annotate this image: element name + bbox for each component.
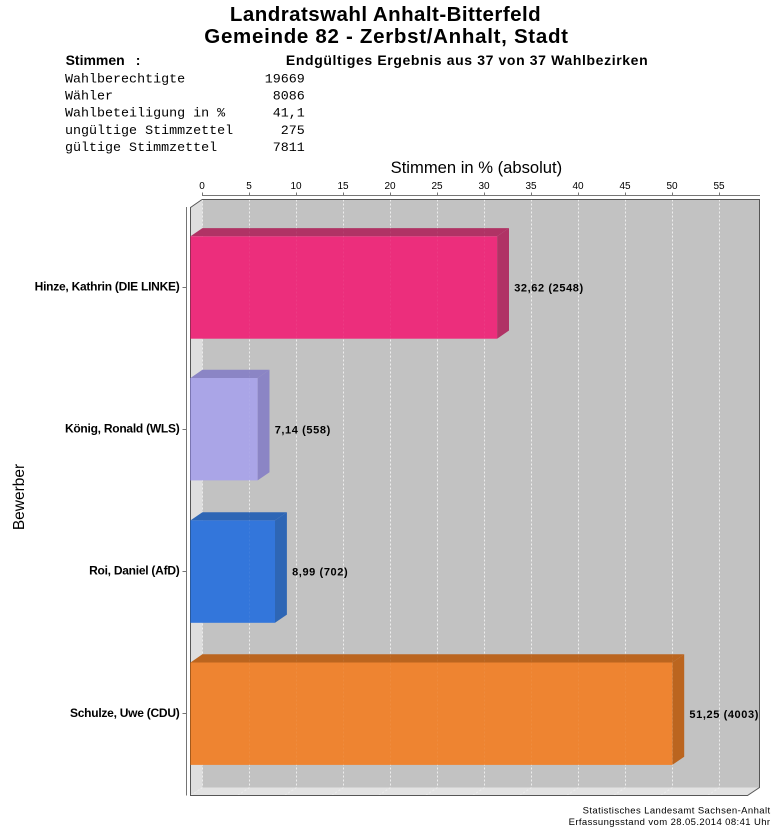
svg-text:8086: 8086 <box>273 90 305 105</box>
svg-text:25: 25 <box>431 181 443 192</box>
svg-text:0: 0 <box>199 181 205 192</box>
svg-text:Statistisches Landesamt Sachse: Statistisches Landesamt Sachsen-Anhalt <box>583 806 771 817</box>
svg-text:Roi, Daniel (AfD): Roi, Daniel (AfD) <box>89 564 180 578</box>
svg-text:Endgültiges Ergebnis aus 37 vo: Endgültiges Ergebnis aus 37 von 37 Wahlb… <box>286 52 648 68</box>
svg-text:32,62 (2548): 32,62 (2548) <box>514 283 584 295</box>
svg-text:7,14 (558): 7,14 (558) <box>275 424 331 436</box>
svg-text:Bewerber: Bewerber <box>11 464 28 530</box>
svg-text:Erfassungsstand vom 28.05.2014: Erfassungsstand vom 28.05.2014 08:41 Uhr <box>569 817 771 828</box>
svg-text:7811: 7811 <box>273 141 305 156</box>
svg-text:40: 40 <box>572 181 584 192</box>
svg-text:10: 10 <box>290 181 302 192</box>
svg-text:Hinze, Kathrin (DIE LINKE): Hinze, Kathrin (DIE LINKE) <box>35 280 180 294</box>
svg-text:35: 35 <box>525 181 537 192</box>
svg-text:8,99 (702): 8,99 (702) <box>292 567 348 579</box>
svg-text:19669: 19669 <box>265 72 305 87</box>
svg-text::: : <box>136 52 141 68</box>
svg-text:51,25 (4003): 51,25 (4003) <box>689 709 759 721</box>
svg-text:50: 50 <box>666 181 678 192</box>
svg-text:15: 15 <box>337 181 349 192</box>
svg-text:Gemeinde 82 - Zerbst/Anhalt, S: Gemeinde 82 - Zerbst/Anhalt, Stadt <box>204 25 568 48</box>
svg-text:30: 30 <box>478 181 490 192</box>
svg-text:Wahlbeteiligung in %: Wahlbeteiligung in % <box>65 107 226 122</box>
svg-text:ungültige Stimmzettel: ungültige Stimmzettel <box>65 124 233 139</box>
svg-text:Stimmen in % (absolut): Stimmen in % (absolut) <box>391 158 563 177</box>
svg-text:20: 20 <box>384 181 396 192</box>
svg-text:275: 275 <box>281 124 305 139</box>
svg-text:41,1: 41,1 <box>273 107 305 122</box>
svg-text:55: 55 <box>713 181 725 192</box>
svg-text:Schulze, Uwe (CDU): Schulze, Uwe (CDU) <box>70 706 180 720</box>
svg-text:Wahlberechtigte: Wahlberechtigte <box>65 72 185 87</box>
svg-text:45: 45 <box>619 181 631 192</box>
svg-text:Stimmen: Stimmen <box>66 52 125 68</box>
svg-text:Wähler: Wähler <box>65 90 113 105</box>
svg-text:Landratswahl Anhalt-Bitterfeld: Landratswahl Anhalt-Bitterfeld <box>230 3 541 26</box>
svg-text:König, Ronald (WLS): König, Ronald (WLS) <box>65 422 180 436</box>
svg-text:5: 5 <box>246 181 252 192</box>
svg-text:gültige Stimmzettel: gültige Stimmzettel <box>65 141 217 156</box>
